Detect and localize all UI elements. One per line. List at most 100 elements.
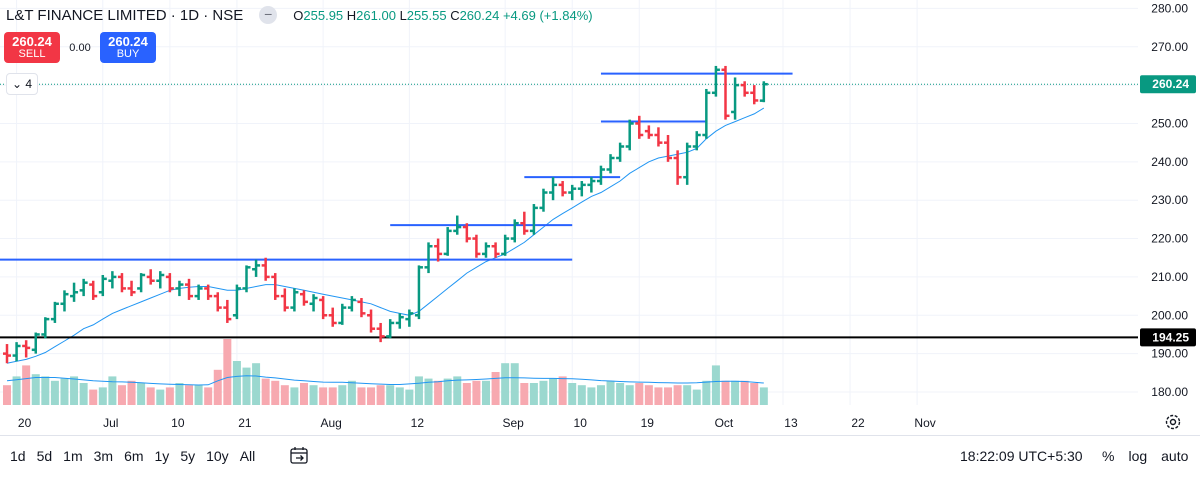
volume-bar — [108, 376, 117, 405]
time-tick-label: Sep — [502, 416, 524, 430]
ohlc-bar — [357, 298, 366, 318]
time-tick-label: 19 — [641, 416, 655, 430]
time-tick-label: Oct — [715, 416, 734, 430]
spread-value: 0.00 — [69, 41, 91, 54]
chevron-down-icon: ⌄ — [11, 77, 23, 91]
ohlc-bar — [549, 177, 558, 201]
collapse-icon[interactable]: − — [259, 6, 278, 24]
volume-bar — [223, 339, 232, 405]
ohlc-bar — [60, 290, 69, 312]
ohlc-bar — [587, 177, 596, 193]
volume-bar — [60, 378, 69, 405]
ohlc-bar — [472, 234, 481, 258]
time-tick-label: Nov — [914, 416, 935, 430]
volume-bar — [41, 376, 50, 405]
price-chart[interactable]: 180.00190.00200.00210.00220.00230.00240.… — [0, 0, 1200, 435]
volume-bar — [596, 385, 605, 405]
price-axis[interactable]: 180.00 190.00 200.00 210.00 220.00 230.00 240.… — [1140, 1, 1196, 399]
buy-button[interactable]: 260.24 BUY — [100, 32, 156, 63]
ohlc-bar — [395, 313, 404, 329]
range-5y[interactable]: 5y — [180, 448, 196, 464]
volume-bar — [405, 389, 414, 405]
ohlc-bar — [721, 65, 730, 120]
log-toggle[interactable]: log — [1128, 448, 1148, 464]
price-tick-label: 270.00 — [1151, 40, 1188, 54]
ohlc-bar — [271, 273, 280, 300]
volume-bar — [98, 387, 107, 405]
auto-toggle[interactable]: auto — [1161, 448, 1189, 464]
volume-bar — [12, 376, 21, 405]
volume-bar — [721, 380, 730, 405]
ohlc-bar — [41, 317, 50, 339]
ohlc-bar — [319, 296, 328, 320]
ohlc-bar — [146, 269, 155, 285]
time-tick-label: 22 — [851, 416, 865, 430]
price-tick-label: 190.00 — [1151, 347, 1188, 361]
volume-bar — [137, 383, 146, 405]
price-tick-label: 280.00 — [1151, 1, 1188, 15]
ohlc-bar — [673, 150, 682, 185]
volume-bar — [280, 385, 289, 405]
time-tick-label: 20 — [18, 416, 32, 430]
horizontal-levels[interactable] — [0, 72, 1138, 339]
volume-bar — [242, 367, 251, 405]
volume-bar — [702, 380, 711, 405]
ohlc-bar — [625, 119, 634, 151]
volume-bar — [692, 389, 701, 405]
indicators-toggle[interactable]: ⌄ 4 — [6, 73, 38, 95]
volume-bar — [711, 365, 720, 405]
ohlc-bar — [405, 309, 414, 327]
ohlc-bar — [683, 142, 692, 185]
ohlc-bar — [194, 284, 203, 300]
volume-bar — [204, 387, 213, 405]
ohlc-bar — [290, 288, 299, 312]
ohlc-bar — [280, 288, 289, 312]
ohlc-bar — [31, 332, 40, 354]
volume-ma-line — [6, 375, 764, 386]
ohlc-bar — [137, 273, 146, 293]
price-tick-label: 250.00 — [1151, 116, 1188, 130]
range-3m[interactable]: 3m — [93, 448, 114, 464]
ohlc-bar — [539, 188, 548, 212]
volume-bar — [22, 365, 31, 405]
time-tick-label: 13 — [784, 416, 798, 430]
bottom-toolbar: 1d 5d 1m 3m 6m 1y 5y 10y All 18:22:09 UT… — [0, 435, 1200, 478]
volume-bar — [529, 383, 538, 405]
range-5d[interactable]: 5d — [36, 448, 53, 464]
ohlc-bar — [185, 278, 194, 300]
volume-bar — [635, 383, 644, 405]
range-1y[interactable]: 1y — [154, 448, 170, 464]
price-tick-label: 210.00 — [1151, 270, 1188, 284]
ohlc-bar — [79, 278, 88, 297]
ohlc-bar — [702, 88, 711, 139]
volume-bar — [252, 363, 261, 405]
volume-bar — [740, 380, 749, 405]
volume-bar — [185, 385, 194, 405]
ohlc-bar — [510, 219, 519, 243]
range-all[interactable]: All — [239, 448, 256, 464]
volume-bar — [568, 383, 577, 405]
ohlc-values: O255.95 H261.00 L255.55 C260.24 +4.69 (+… — [293, 7, 593, 23]
volume-bar — [146, 387, 155, 405]
volume-bar — [472, 380, 481, 405]
volume-bar — [328, 387, 337, 405]
volume-bar — [299, 383, 308, 405]
ohlc-bar — [204, 284, 213, 300]
ohlc-bar — [70, 282, 79, 302]
volume-bar — [309, 385, 318, 405]
gear-icon[interactable] — [1164, 413, 1182, 431]
ohlc-bar — [596, 165, 605, 185]
ohlc-bar — [50, 301, 59, 323]
range-10y[interactable]: 10y — [206, 448, 229, 464]
percent-toggle[interactable]: % — [1102, 448, 1115, 464]
range-6m[interactable]: 6m — [124, 448, 144, 464]
clock-timezone[interactable]: 18:22:09 UTC+5:30 — [960, 448, 1083, 464]
ohlc-bar — [692, 131, 701, 151]
range-1d[interactable]: 1d — [10, 448, 26, 464]
ohlc-bar — [108, 271, 117, 289]
sell-button[interactable]: 260.24 SELL — [4, 32, 60, 63]
range-1m[interactable]: 1m — [63, 448, 83, 464]
time-axis[interactable]: 20 Jul 10 21 Aug 12 Sep 10 19 Oct 13 22 Nov — [18, 416, 936, 430]
calendar-goto-icon[interactable] — [288, 445, 312, 467]
symbol-title[interactable]: L&T FINANCE LIMITED · 1D · NSE — [6, 6, 244, 24]
